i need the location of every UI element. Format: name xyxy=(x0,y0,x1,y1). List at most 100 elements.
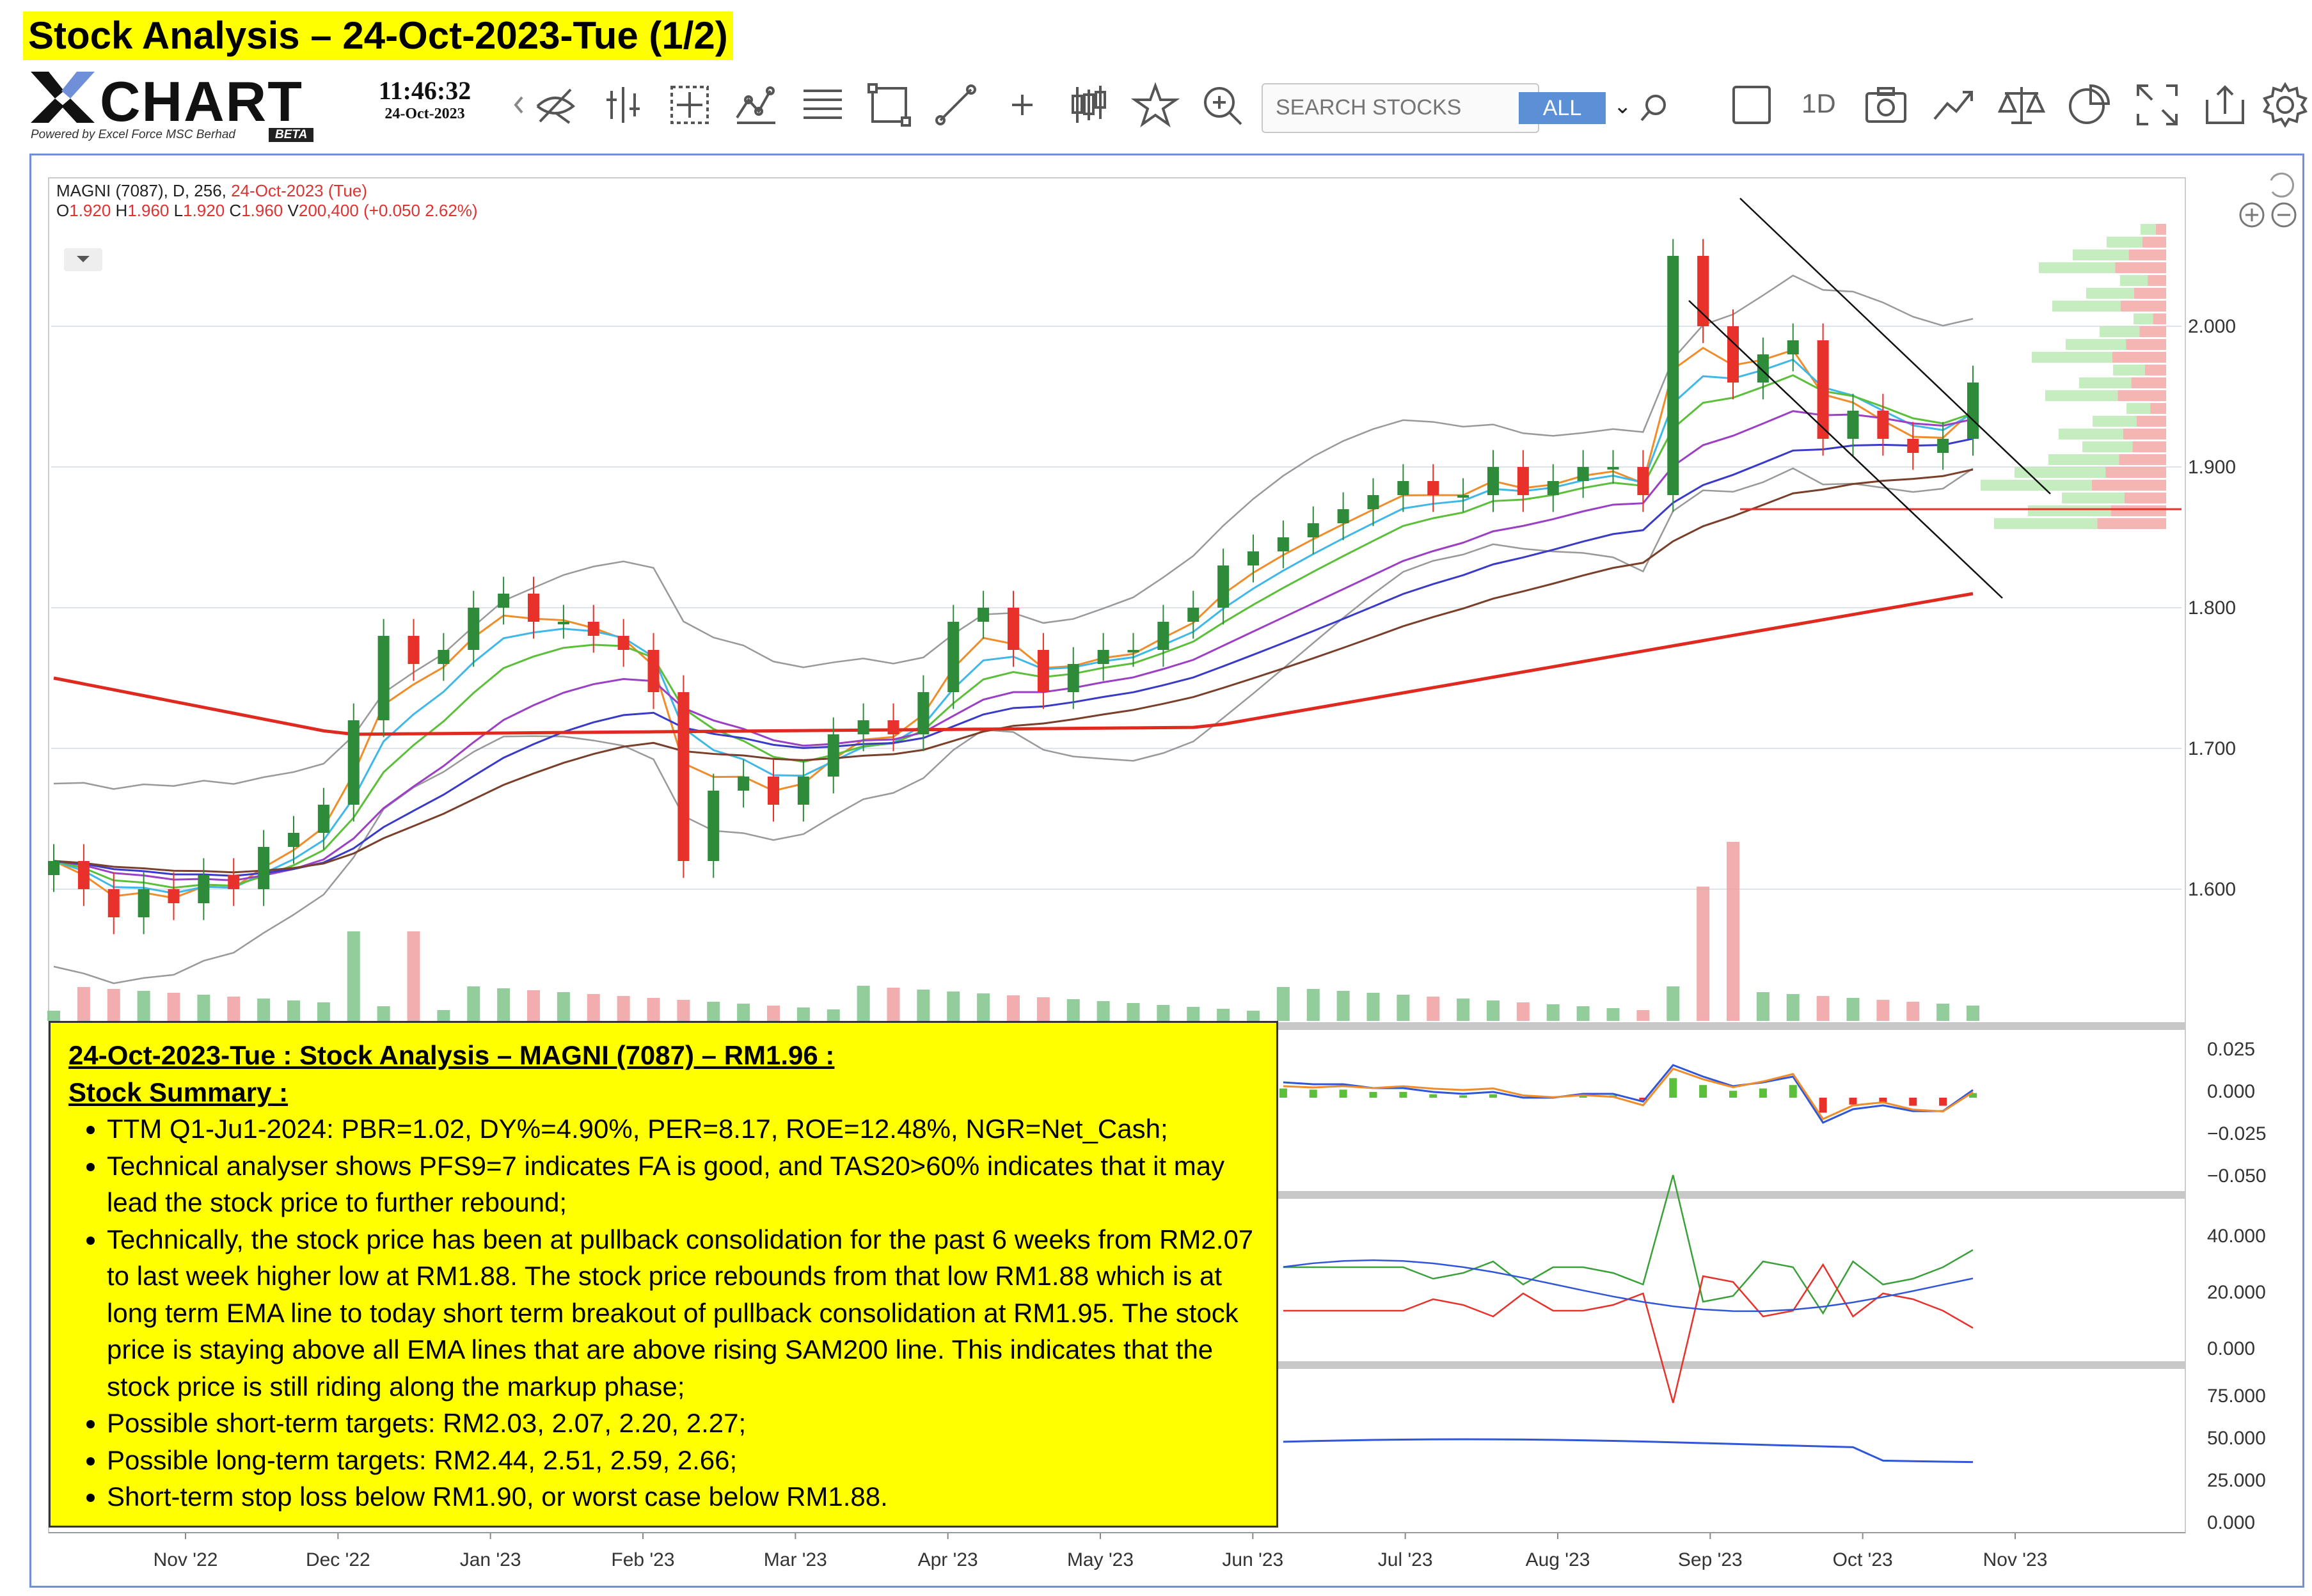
search-box[interactable]: ALL ⌄ xyxy=(1262,83,1666,133)
volume-profile-bar xyxy=(2079,377,2132,388)
search-filter-dropdown[interactable]: ALL xyxy=(1519,92,1606,124)
macd-tick-label: 0.000 xyxy=(2207,1081,2255,1102)
candle-body xyxy=(1667,256,1679,495)
analysis-list: TTM Q1-Ju1-2024: PBR=1.02, DY%=4.90%, PE… xyxy=(68,1110,1258,1515)
candle-body xyxy=(1008,608,1019,650)
pie-icon[interactable] xyxy=(2064,81,2112,129)
share-icon[interactable] xyxy=(2201,81,2249,129)
volume-bar xyxy=(827,1009,840,1021)
macd-histogram-bar xyxy=(1819,1098,1827,1113)
logo-wordmark: CHART xyxy=(100,70,303,133)
macd-histogram-bar xyxy=(1939,1098,1947,1106)
volume-bar xyxy=(1816,996,1830,1021)
candle-body xyxy=(1427,481,1439,495)
candle-body xyxy=(1877,411,1889,439)
balance-icon[interactable] xyxy=(1997,81,2046,129)
macd-line xyxy=(1283,1064,1974,1124)
x-tick-label: Jul '23 xyxy=(1378,1549,1433,1570)
chevron-down-icon[interactable]: ⌄ xyxy=(1613,94,1632,118)
fib-lines-icon[interactable] xyxy=(798,81,847,129)
close-value: 1.960 xyxy=(241,201,283,220)
macd-histogram-bar xyxy=(1639,1098,1647,1100)
dmi-plus-line xyxy=(1283,1174,1974,1315)
volume-profile-bar xyxy=(2066,339,2126,350)
volume-value: 200,400 (+0.050 2.62%) xyxy=(298,201,478,220)
volume-profile-bar xyxy=(2110,505,2166,516)
x-tick-label: Nov '23 xyxy=(1983,1549,2048,1570)
volume-bar xyxy=(1336,991,1350,1021)
trend-line-icon[interactable] xyxy=(931,81,980,129)
volume-bar xyxy=(647,998,660,1021)
settings-icon[interactable] xyxy=(2261,81,2309,129)
volume-bar xyxy=(1667,986,1680,1021)
fullscreen-icon[interactable] xyxy=(2133,81,2181,129)
candle-body xyxy=(857,720,869,734)
macd-histogram-bar xyxy=(1879,1098,1887,1103)
camera-icon[interactable] xyxy=(1862,81,1910,129)
candle-body xyxy=(1547,481,1559,495)
macd-tick-label: 0.025 xyxy=(2207,1039,2255,1060)
square-icon[interactable] xyxy=(1727,81,1776,129)
crosshair-icon[interactable] xyxy=(665,81,714,129)
trend-icon[interactable] xyxy=(1929,81,1978,129)
hide-drawings-icon[interactable] xyxy=(531,81,580,129)
clock: 11:46:32 24-Oct-2023 xyxy=(348,75,502,123)
candle-body xyxy=(1067,664,1079,692)
macd-histogram-bar xyxy=(1579,1095,1587,1098)
volume-profile-bar xyxy=(2126,403,2151,414)
volume-profile-bar xyxy=(2150,403,2166,414)
macd-histogram-bar xyxy=(1729,1091,1737,1098)
volume-profile-bar xyxy=(2120,301,2166,312)
analysis-item: Possible long-term targets: RM2.44, 2.51… xyxy=(107,1442,1258,1479)
x-tick-label: Sep '23 xyxy=(1678,1549,1743,1570)
candles-icon[interactable] xyxy=(1065,81,1113,129)
macd-histogram-bar xyxy=(1309,1089,1317,1098)
volume-profile-bar xyxy=(2105,467,2166,478)
volume-bar xyxy=(1727,842,1739,1021)
plus-icon[interactable] xyxy=(998,81,1047,129)
candle-body xyxy=(1247,551,1259,565)
axis-layer: 2.000 1.900 1.800 1.700 1.600 Nov '22 Dec '22 J… xyxy=(49,172,2297,1570)
candle-body xyxy=(317,805,329,833)
xchart-logo[interactable]: CHART Powered by Excel Force MSC Berhad … xyxy=(31,70,351,143)
bollinger-lower xyxy=(53,467,1974,984)
price-tick-label: 2.000 xyxy=(2188,316,2236,337)
volume-bar xyxy=(257,999,271,1021)
macd-histogram-bar xyxy=(1369,1092,1377,1098)
search-icon[interactable] xyxy=(1636,90,1672,125)
volume-profile-bar xyxy=(2107,237,2142,248)
pattern-icon[interactable] xyxy=(732,81,780,129)
volume-bar xyxy=(587,994,600,1021)
search-input[interactable] xyxy=(1274,95,1507,121)
volume-bar xyxy=(1217,1009,1230,1021)
indicator-icon[interactable] xyxy=(599,81,647,129)
analysis-subheading: Stock Summary : xyxy=(68,1077,289,1107)
collapse-arrow-icon[interactable] xyxy=(503,81,551,129)
legend-toggle-button[interactable] xyxy=(64,248,102,271)
candle-body xyxy=(1637,467,1649,495)
candle-body xyxy=(557,622,569,624)
ema-line xyxy=(53,374,1974,889)
macd-histogram-bar xyxy=(1339,1089,1347,1098)
grid-layer xyxy=(51,326,2181,890)
volume-profile-bar xyxy=(2100,326,2140,337)
macd-histogram-bar xyxy=(1909,1098,1917,1106)
candle-body xyxy=(1937,439,1949,453)
star-icon[interactable] xyxy=(1130,81,1180,129)
zoom-icon[interactable] xyxy=(1198,81,1246,129)
rectangle-icon[interactable] xyxy=(865,81,914,129)
volume-profile-bar xyxy=(2093,416,2137,427)
interval-selector[interactable]: 1D xyxy=(1801,88,1836,118)
volume-bar xyxy=(767,1006,780,1021)
candle-body xyxy=(168,889,180,903)
volume-bar xyxy=(1397,995,1410,1021)
volume-bar xyxy=(437,1010,450,1021)
oscillator-line xyxy=(1283,1438,1974,1464)
volume-bar xyxy=(887,988,900,1021)
candle-body xyxy=(738,777,750,791)
volume-bar xyxy=(407,931,420,1021)
x-tick-label: Feb '23 xyxy=(611,1549,674,1570)
candle-body xyxy=(1787,340,1799,354)
candle-body xyxy=(887,720,899,734)
volume-profile-bar xyxy=(2118,390,2166,401)
